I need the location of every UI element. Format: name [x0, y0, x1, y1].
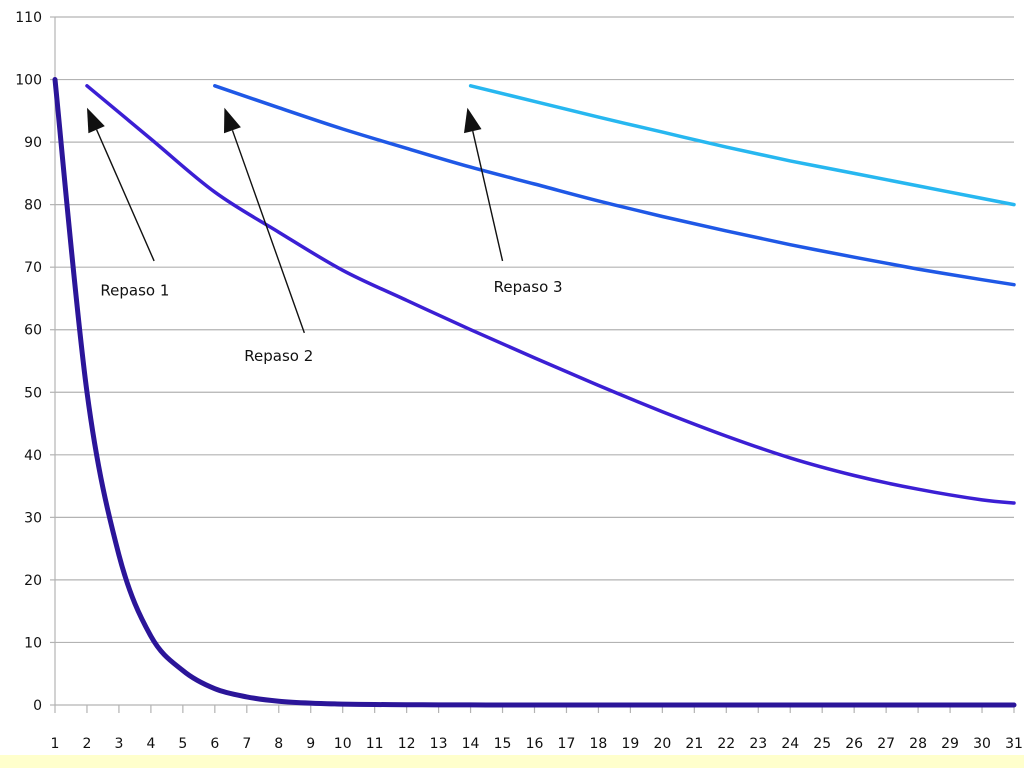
- series-lines: [52, 77, 1017, 708]
- x-tick-label: 29: [941, 736, 959, 752]
- x-tick-label: 21: [685, 736, 703, 752]
- x-tick-label: 9: [306, 736, 315, 752]
- x-tick-label: 22: [717, 736, 735, 752]
- x-tick-label: 12: [398, 736, 416, 752]
- x-tick-label: 24: [781, 736, 799, 752]
- annotations: Repaso 1 Repaso 2 Repaso 3: [87, 107, 563, 365]
- annotation-arrowhead: [464, 107, 482, 134]
- x-tick-label: 6: [210, 736, 219, 752]
- y-tick-label: 80: [24, 198, 42, 214]
- x-tick-label: 31: [1005, 736, 1023, 752]
- x-tick-label: 23: [749, 736, 767, 752]
- x-tick-label: 8: [274, 736, 283, 752]
- y-tick-label: 60: [24, 323, 42, 339]
- series-line: [213, 84, 1016, 287]
- annotation-arrow-line: [95, 129, 155, 262]
- annotation-label: Repaso 3: [494, 278, 563, 296]
- x-tick-label: 18: [590, 736, 608, 752]
- annotation-label: Repaso 1: [100, 281, 169, 299]
- y-tick-label: 50: [24, 385, 42, 401]
- y-tick-label: 70: [24, 260, 42, 276]
- y-tick-label: 10: [24, 635, 42, 651]
- x-tick-label: 10: [334, 736, 352, 752]
- x-tick-label: 26: [845, 736, 863, 752]
- series-line: [468, 84, 1016, 207]
- x-tick-label: 7: [242, 736, 251, 752]
- annotation-label: Repaso 2: [244, 347, 313, 365]
- x-tick-label: 27: [877, 736, 895, 752]
- y-tick-label: 40: [24, 448, 42, 464]
- annotation-arrow-line: [231, 130, 305, 334]
- gridlines: [55, 16, 1014, 644]
- x-tick-label: 11: [366, 736, 384, 752]
- x-tick-label: 2: [83, 736, 92, 752]
- x-tick-label: 15: [494, 736, 512, 752]
- y-tick-label: 90: [24, 135, 42, 151]
- x-tick-label: 19: [621, 736, 639, 752]
- y-tick-label: 110: [15, 10, 42, 26]
- series-line: [52, 77, 1017, 708]
- x-tick-label: 16: [526, 736, 544, 752]
- y-tick-label: 30: [24, 510, 42, 526]
- x-tick-label: 3: [114, 736, 123, 752]
- x-tick-label: 1: [51, 736, 60, 752]
- x-tick-label: 20: [653, 736, 671, 752]
- y-tick-label: 100: [15, 73, 42, 89]
- x-tick-label: 28: [909, 736, 927, 752]
- x-tick-label: 25: [813, 736, 831, 752]
- x-tick-label: 30: [973, 736, 991, 752]
- y-tick-label: 0: [33, 698, 42, 714]
- bottom-strip: [0, 755, 1024, 768]
- annotation-arrowhead: [87, 107, 105, 134]
- x-tick-label: 13: [430, 736, 448, 752]
- x-tick-label: 17: [558, 736, 576, 752]
- x-tick-label: 4: [146, 736, 155, 752]
- annotation-arrowhead: [224, 107, 241, 134]
- x-tick-label: 14: [462, 736, 480, 752]
- x-tick-label: 5: [178, 736, 187, 752]
- y-tick-label: 20: [24, 573, 42, 589]
- annotation-arrow-line: [472, 130, 504, 262]
- series-line: [85, 84, 1016, 505]
- axes: [50, 16, 1015, 713]
